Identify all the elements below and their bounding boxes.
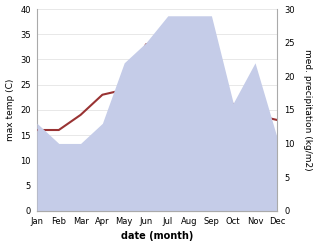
X-axis label: date (month): date (month) <box>121 231 193 242</box>
Y-axis label: med. precipitation (kg/m2): med. precipitation (kg/m2) <box>303 49 313 171</box>
Y-axis label: max temp (C): max temp (C) <box>5 79 15 141</box>
